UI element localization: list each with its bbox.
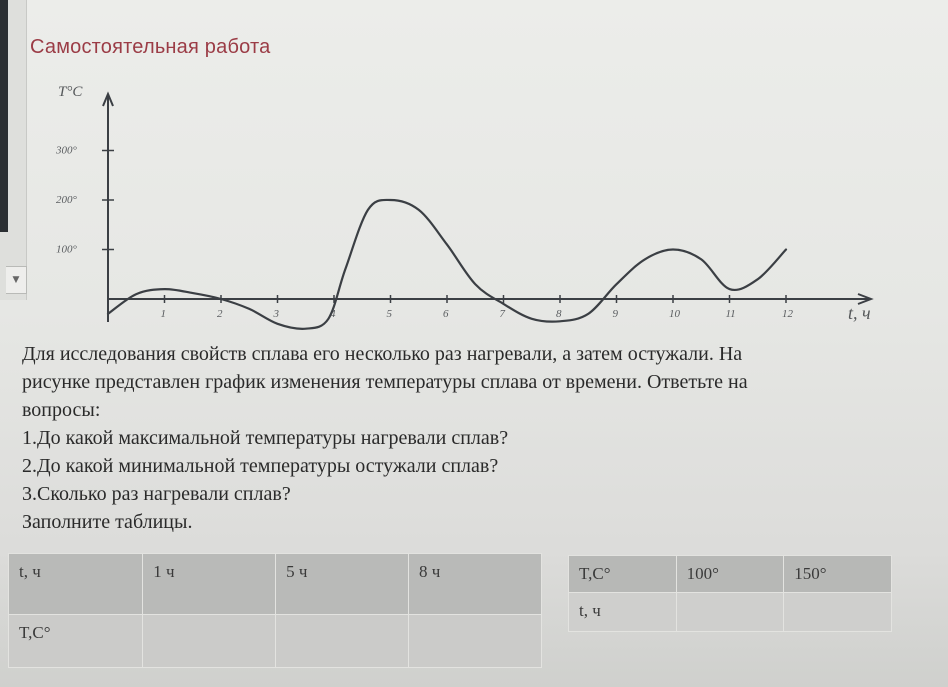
x-tick-label: 12	[782, 308, 794, 320]
time-cell: 8 ч	[408, 553, 542, 615]
x-tick-label: 5	[387, 308, 393, 320]
y-tick-label: 200°	[56, 194, 78, 206]
answer-cell[interactable]	[275, 614, 410, 668]
x-tick-label: 6	[443, 308, 449, 320]
task-text: Для исследования свойств сплава его неск…	[22, 340, 922, 536]
answer-cell[interactable]	[783, 592, 892, 632]
x-tick-label: 10	[669, 308, 681, 320]
page-title: Самостоятельная работа	[30, 36, 271, 58]
time-cell: 1 ч	[142, 553, 277, 615]
x-tick-label: 3	[273, 308, 280, 320]
graph-ticks	[102, 149, 787, 303]
x-tick-label: 9	[613, 308, 619, 320]
table-row: T,C° 100° 150°	[568, 555, 892, 593]
graph-labels: 100°200°300°1 2 3 4 5 6 7 8 9 10 11 12T°Ct, ч	[55, 84, 871, 323]
question-2: 2.До какой минимальной температуры остуж…	[22, 455, 499, 477]
table-row: t, ч	[568, 592, 892, 632]
question-1: 1.До какой максимальной температуры нагр…	[22, 427, 509, 449]
x-tick-label: 2	[217, 308, 223, 320]
temperature-graph: 100°200°300°1 2 3 4 5 6 7 8 9 10 11 12T°Ct, ч	[55, 84, 874, 330]
graph-axes	[102, 91, 874, 322]
row-header-temp: T,C°	[568, 555, 677, 593]
answer-cell[interactable]	[142, 614, 277, 668]
temp-cell: 150°	[783, 555, 892, 593]
temperature-to-time-table: T,C° 100° 150° t, ч	[568, 555, 892, 632]
x-axis-label: t, ч	[848, 303, 871, 323]
y-tick-label: 100°	[56, 244, 78, 256]
table-row: t, ч 1 ч 5 ч 8 ч	[7, 553, 542, 615]
dark-edge-panel	[0, 0, 8, 232]
task-line: вопросы:	[22, 399, 101, 421]
x-tick-label: 8	[556, 308, 562, 320]
row-header-temp: T,C°	[7, 614, 144, 668]
time-to-temperature-table: t, ч 1 ч 5 ч 8 ч T,C°	[7, 553, 542, 668]
table-row: T,C°	[7, 614, 542, 668]
x-tick-label: 11	[726, 308, 736, 320]
y-tick-label: 300°	[55, 145, 78, 157]
answer-cell[interactable]	[408, 614, 542, 668]
dropdown-toggle[interactable]: ▼	[6, 266, 27, 294]
task-line: рисунке представлен график изменения тем…	[22, 371, 748, 393]
y-axis-arrow	[102, 91, 114, 107]
x-tick-label: 7	[500, 308, 506, 320]
row-header-time: t, ч	[7, 553, 144, 615]
task-line: Для исследования свойств сплава его неск…	[22, 343, 743, 365]
fill-tables-instruction: Заполните таблицы.	[22, 511, 193, 533]
x-axis-arrow	[857, 293, 874, 305]
x-tick-label: 4	[330, 308, 336, 320]
chevron-down-icon: ▼	[12, 275, 20, 285]
temp-cell: 100°	[675, 555, 785, 593]
temperature-curve	[106, 198, 788, 330]
y-axis-label: T°C	[58, 84, 83, 100]
question-3: 3.Сколько раз нагревали сплав?	[22, 483, 291, 505]
row-header-time: t, ч	[568, 592, 677, 632]
x-tick-label: 1	[161, 308, 167, 320]
answer-cell[interactable]	[675, 592, 785, 632]
time-cell: 5 ч	[275, 553, 410, 615]
